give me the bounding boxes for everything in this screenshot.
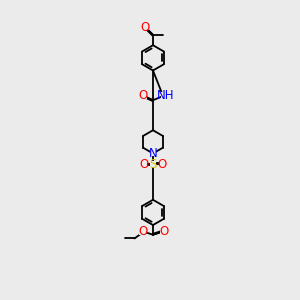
Text: O: O [141,21,150,34]
Bar [159,161,166,167]
Bar [140,161,147,167]
Bar [142,24,148,30]
Bar [150,150,156,156]
Bar [160,229,167,235]
Text: S: S [149,158,157,171]
Text: O: O [139,158,148,171]
Bar [160,92,171,99]
Text: N: N [148,147,157,160]
Text: O: O [159,225,168,238]
Text: O: O [139,89,148,102]
Bar [140,93,147,99]
Bar [139,229,146,235]
Text: O: O [138,225,147,238]
Bar [150,161,156,167]
Text: O: O [158,158,167,171]
Text: NH: NH [157,89,175,102]
